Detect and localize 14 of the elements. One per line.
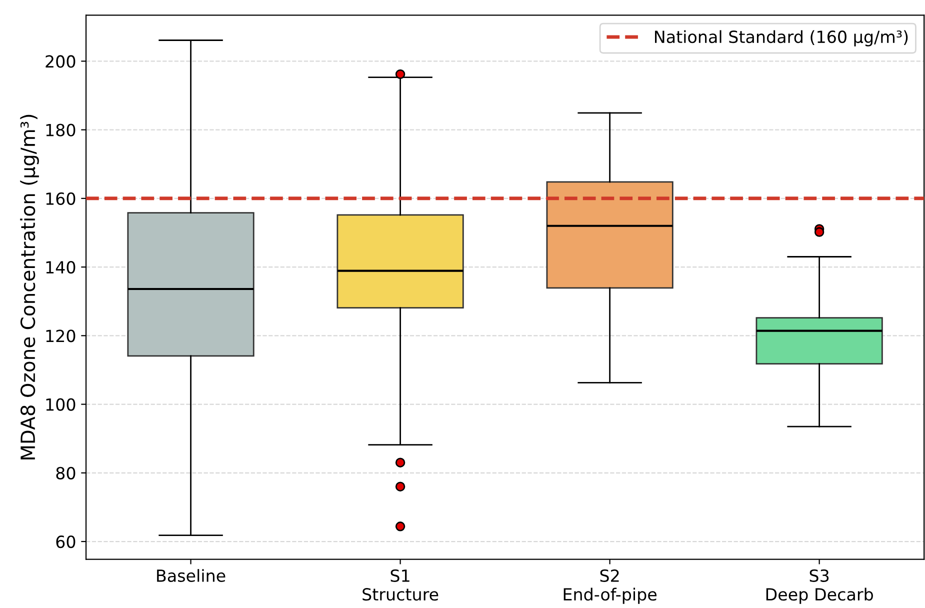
x-tick-label: S2 End-of-pipe [564,569,657,604]
y-tick-label: 140 [46,261,76,274]
x-tick-label: S1 Structure [362,569,438,601]
legend-label: National Standard (160 μg/m³) [655,30,908,46]
y-tick-label: 60 [56,535,76,548]
y-tick-label: 120 [46,330,76,342]
y-tick-label: 80 [56,466,76,480]
y-axis-title: MDA8 Ozone Concentration (μg/m³) [20,114,39,460]
x-tick-label: Baseline [157,569,226,582]
x-tick-label: S3 Deep Decarb [766,569,873,604]
y-tick-label: 180 [46,124,76,136]
y-tick-label: 200 [46,55,76,68]
y-tick-label: 160 [46,192,76,205]
y-tick-label: 100 [46,398,76,411]
